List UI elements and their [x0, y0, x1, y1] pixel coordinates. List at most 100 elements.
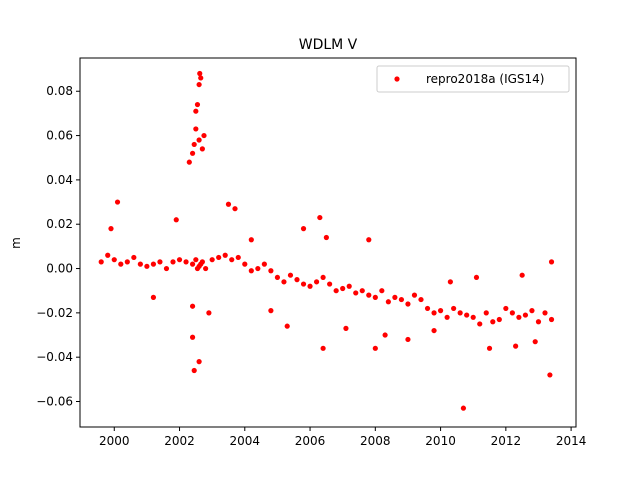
data-point	[470, 314, 476, 320]
data-point	[163, 265, 170, 272]
data-point	[173, 217, 179, 223]
x-tick-label: 2006	[295, 434, 326, 448]
data-point	[346, 283, 352, 289]
data-point	[196, 359, 202, 365]
data-point	[108, 226, 114, 232]
data-point	[137, 261, 143, 267]
data-point	[307, 283, 313, 289]
data-point	[496, 316, 502, 323]
data-point	[225, 201, 232, 207]
data-points	[98, 70, 555, 411]
y-tick-label: 0.02	[46, 217, 73, 231]
data-point	[411, 292, 418, 298]
data-point	[503, 305, 509, 312]
data-point	[196, 137, 202, 143]
data-point	[261, 261, 267, 267]
data-point	[248, 237, 254, 243]
data-point	[300, 226, 307, 232]
data-point	[193, 126, 199, 132]
data-point	[199, 146, 205, 152]
data-point	[323, 234, 329, 241]
data-point	[320, 274, 326, 281]
y-tick-label: 0.08	[46, 84, 73, 98]
data-point	[313, 279, 320, 285]
y-axis: −0.06 −0.04 −0.02 0.00 0.02 0.04 0.06 0.08	[36, 84, 80, 409]
data-point	[548, 259, 555, 265]
data-point	[111, 257, 117, 263]
data-point	[150, 261, 157, 267]
data-point	[197, 70, 203, 77]
data-point	[477, 321, 483, 327]
plot-frame	[79, 57, 577, 428]
data-point	[274, 274, 281, 281]
data-point	[131, 254, 137, 261]
data-point	[287, 272, 294, 278]
legend-label: repro2018a (IGS14)	[426, 72, 544, 86]
data-point	[193, 257, 199, 263]
data-point	[372, 345, 378, 351]
data-point	[457, 310, 463, 316]
data-point	[418, 296, 424, 303]
data-point	[405, 301, 411, 307]
data-point	[183, 259, 189, 265]
data-point	[405, 336, 411, 343]
data-point	[379, 288, 385, 294]
data-point	[398, 296, 405, 303]
data-point	[98, 259, 104, 265]
data-point	[519, 272, 525, 278]
data-point	[516, 314, 522, 320]
data-point	[532, 339, 538, 345]
data-point	[327, 281, 333, 287]
data-point	[198, 75, 204, 81]
legend-box	[376, 65, 570, 93]
data-point	[203, 265, 209, 272]
data-point	[186, 159, 192, 165]
data-point	[124, 259, 130, 265]
data-point	[424, 305, 431, 312]
data-point	[150, 294, 157, 300]
data-point	[284, 323, 290, 329]
data-point	[382, 332, 388, 338]
data-point	[300, 281, 307, 287]
y-tick-label: −0.02	[36, 306, 73, 320]
data-point	[366, 237, 372, 243]
data-point	[189, 303, 196, 309]
data-point	[353, 290, 359, 296]
data-point	[392, 294, 398, 300]
data-point	[144, 263, 150, 269]
data-point	[340, 285, 346, 292]
data-point	[196, 81, 202, 88]
data-point	[529, 308, 535, 314]
data-point	[431, 310, 437, 316]
data-point	[366, 292, 372, 298]
data-point	[157, 259, 163, 265]
data-point	[451, 305, 457, 312]
data-point	[248, 268, 254, 274]
x-tick-label: 2014	[556, 434, 587, 448]
data-point	[385, 299, 391, 305]
y-tick-label: −0.06	[36, 395, 73, 409]
data-point	[191, 367, 197, 374]
data-point	[201, 132, 207, 139]
legend: repro2018a (IGS14)	[376, 65, 570, 93]
data-point	[229, 257, 235, 263]
data-point	[268, 308, 274, 314]
data-point	[372, 294, 378, 300]
data-point	[114, 199, 121, 205]
data-point	[317, 214, 323, 221]
data-point	[193, 108, 199, 114]
data-point	[235, 254, 241, 261]
data-point	[176, 257, 183, 263]
data-point	[359, 288, 365, 294]
data-point	[189, 334, 196, 340]
data-point	[216, 254, 222, 261]
data-point	[242, 261, 248, 267]
data-point	[464, 312, 470, 318]
data-point	[509, 310, 515, 316]
chart-title: WDLM V	[299, 37, 358, 53]
data-point	[535, 319, 542, 325]
y-axis-label: m	[9, 237, 23, 249]
x-tick-label: 2012	[491, 434, 522, 448]
